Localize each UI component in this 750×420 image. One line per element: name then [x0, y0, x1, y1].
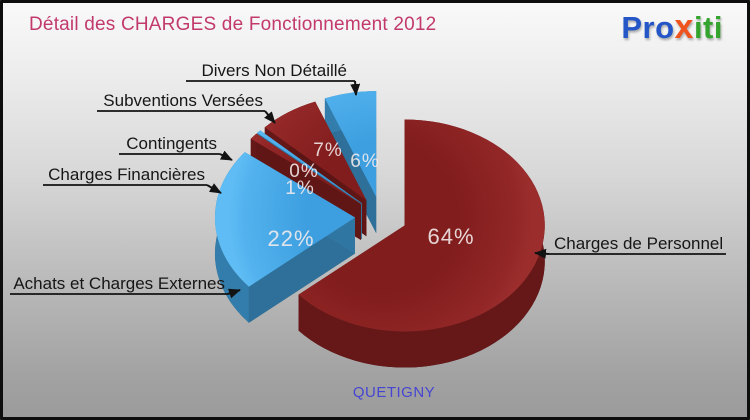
pie-slice-0-rim	[298, 119, 545, 368]
callout-contingents-arrow	[219, 150, 233, 161]
pct-label-subventions: 7%	[313, 140, 342, 161]
pie-slice-3-top	[257, 130, 362, 204]
pct-label-financieres: 1%	[285, 178, 314, 199]
callout-personnel-arrow	[534, 248, 550, 259]
logo-part-iti: iti	[693, 10, 723, 45]
callout-financieres-arrow	[206, 183, 222, 194]
callout-achats-arrow	[227, 288, 241, 299]
pie-chart-canvas: 64% 22% 1% 0% 7% 6% Divers Non Détaillé …	[10, 61, 726, 368]
callout-subventions: Subventions Versées	[103, 91, 263, 110]
logo-part-pro: Pro	[621, 10, 675, 45]
chart-title: Détail des CHARGES de Fonctionnement 201…	[29, 14, 437, 35]
callout-labels: Divers Non Détaillé Subventions Versées …	[10, 61, 726, 299]
pie-slices	[214, 91, 545, 368]
pct-label-personnel: 64%	[427, 224, 474, 249]
pie-slice-4-top	[264, 101, 367, 201]
pie-slice-1-side1	[248, 217, 355, 323]
pie-slice-5-top	[324, 91, 377, 198]
callout-achats: Achats et Charges Externes	[13, 274, 225, 293]
callout-financieres: Charges Financières	[48, 165, 205, 184]
callout-divers-arrow	[350, 80, 361, 96]
pct-label-contingents: 0%	[289, 161, 318, 182]
pie-slice-2-top	[250, 133, 361, 204]
callout-personnel: Charges de Personnel	[554, 234, 723, 253]
pct-label-achats: 22%	[267, 226, 314, 251]
callout-contingents: Contingents	[126, 134, 217, 153]
logo-part-x: x	[674, 8, 694, 46]
pie-slice-1-top	[214, 152, 355, 287]
callout-subventions-arrow	[264, 110, 276, 124]
percent-labels: 64% 22% 1% 0% 7% 6%	[267, 140, 474, 251]
callout-divers: Divers Non Détaillé	[202, 61, 348, 80]
city-label: QUETIGNY	[352, 384, 436, 401]
pie-slice-0-top	[298, 119, 545, 332]
proxiti-logo: Proxiti	[621, 8, 723, 47]
pct-label-divers: 6%	[350, 151, 379, 172]
